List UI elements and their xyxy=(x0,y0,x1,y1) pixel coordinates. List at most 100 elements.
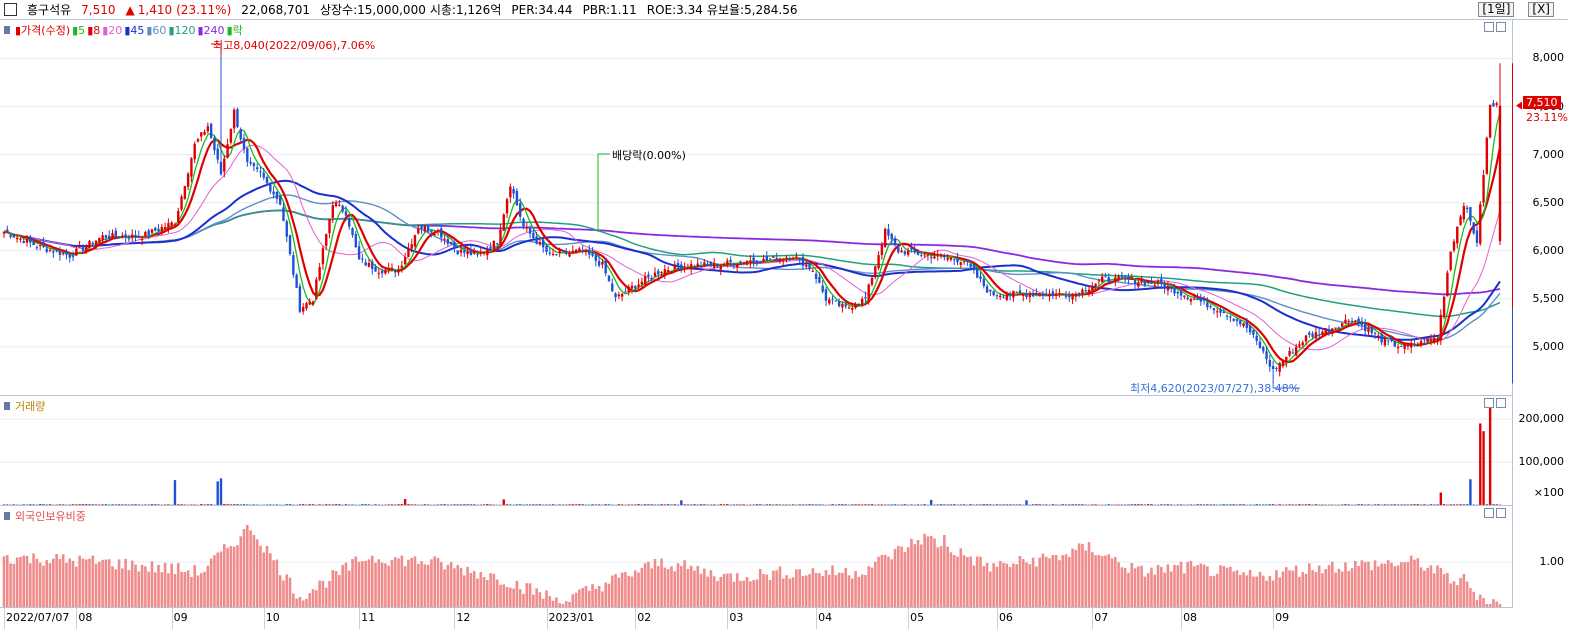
volume-panel-controls xyxy=(1484,398,1506,408)
volume-bar-6 xyxy=(22,504,25,505)
foreign-bar-94 xyxy=(311,589,315,607)
candle-body-197 xyxy=(650,278,653,280)
volume-panel[interactable]: 거래량 xyxy=(0,396,1513,506)
candle-body-329 xyxy=(1084,290,1087,292)
candle-body-426 xyxy=(1403,344,1406,350)
candle-body-407 xyxy=(1340,323,1344,327)
candle-body-444 xyxy=(1462,206,1466,220)
volume-bar-17 xyxy=(58,504,62,505)
candle-body-150 xyxy=(495,243,499,245)
maximize-icon[interactable] xyxy=(1496,22,1506,32)
foreign-bar-218 xyxy=(719,576,723,607)
candle-body-419 xyxy=(1380,334,1383,343)
candle-body-147 xyxy=(486,249,489,256)
volume-bar-223 xyxy=(736,504,739,505)
candle-body-191 xyxy=(630,285,634,289)
foreign-bar-422 xyxy=(1390,562,1393,607)
maximize-icon[interactable] xyxy=(1496,398,1506,408)
foreign-bar-36 xyxy=(121,568,124,607)
volume-bar-22 xyxy=(75,504,78,505)
candle-body-377 xyxy=(1242,323,1245,326)
foreign-bar-150 xyxy=(495,579,499,607)
foreign-bar-426 xyxy=(1403,562,1406,607)
candle-body-63 xyxy=(209,123,213,138)
candle-body-267 xyxy=(880,245,884,256)
x-axis-label-5: 12 xyxy=(456,611,471,624)
volume-bar-345 xyxy=(1137,504,1140,505)
close-button[interactable]: [X] xyxy=(1528,2,1554,17)
stock-name[interactable]: 흥구석유 xyxy=(27,3,72,17)
candle-body-238 xyxy=(785,257,788,259)
candle-body-323 xyxy=(1064,295,1068,297)
candle-body-23 xyxy=(78,246,81,248)
volume-bar-313 xyxy=(1031,504,1035,505)
candle-body-161 xyxy=(532,232,535,239)
foreign-bar-69 xyxy=(229,546,233,607)
volume-bar-368 xyxy=(1212,504,1216,505)
foreign-bar-308 xyxy=(1015,564,1018,607)
volume-bar-123 xyxy=(407,504,410,505)
select-checkbox[interactable] xyxy=(4,3,17,16)
volume-bar-365 xyxy=(1202,504,1206,505)
volume-bar-175 xyxy=(578,504,581,505)
foreign-bar-443 xyxy=(1459,577,1462,607)
volume-bar-449 xyxy=(1479,423,1482,505)
foreign-bar-132 xyxy=(436,557,440,607)
foreign-bar-351 xyxy=(1156,565,1160,607)
foreign-bar-119 xyxy=(393,557,397,607)
x-axis-tick-2 xyxy=(171,608,173,629)
foreign-bar-141 xyxy=(466,566,469,607)
candle-body-131 xyxy=(433,234,436,236)
period-button[interactable]: [1일] xyxy=(1478,2,1515,17)
volume-bar-454 xyxy=(1495,504,1498,505)
maximize-icon[interactable] xyxy=(1496,508,1506,518)
pbr-value: PBR:1.11 xyxy=(582,2,637,17)
volume-bar-28 xyxy=(94,504,98,505)
foreign-holding-panel[interactable]: 외국인보유비중 xyxy=(0,506,1513,608)
foreign-bar-371 xyxy=(1222,566,1226,607)
candle-body-142 xyxy=(469,249,473,256)
price-panel[interactable]: ▮가격(수정) ▮5 ▮8 ▮20 ▮45 ▮60 ▮120 ▮240 ▮락 최고8,040(2… xyxy=(0,20,1513,396)
foreign-bar-156 xyxy=(515,580,519,607)
foreign-bar-214 xyxy=(706,576,709,607)
candle-body-241 xyxy=(795,256,798,258)
foreign-bar-41 xyxy=(137,571,141,607)
minimize-icon[interactable] xyxy=(1484,398,1494,408)
foreign-bar-18 xyxy=(61,554,65,607)
foreign-bar-171 xyxy=(564,601,568,607)
candle-body-386 xyxy=(1271,366,1275,370)
minimize-icon[interactable] xyxy=(1484,508,1494,518)
volume-bar-191 xyxy=(630,504,634,505)
candle-body-215 xyxy=(709,262,713,266)
foreign-bar-102 xyxy=(338,574,341,607)
x-axis-label-8: 03 xyxy=(729,611,744,624)
foreign-bar-48 xyxy=(160,572,164,607)
candle-body-182 xyxy=(601,262,604,265)
candle-body-43 xyxy=(144,232,147,237)
candle-body-71 xyxy=(236,109,239,128)
foreign-bar-49 xyxy=(163,562,167,607)
volume-bar-68 xyxy=(226,504,229,505)
foreign-bar-394 xyxy=(1298,576,1301,607)
candle-body-35 xyxy=(117,236,121,239)
volume-bar-285 xyxy=(939,504,943,505)
candle-body-163 xyxy=(538,242,542,245)
minimize-icon[interactable] xyxy=(1484,22,1494,32)
foreign-bar-112 xyxy=(370,555,374,607)
foreign-bar-317 xyxy=(1044,556,1048,607)
volume-bar-262 xyxy=(864,504,867,505)
volume-bar-202 xyxy=(666,504,670,505)
volume-bar-62 xyxy=(206,504,210,505)
volume-bar-421 xyxy=(1387,504,1390,505)
foreign-bar-418 xyxy=(1377,566,1380,607)
foreign-bar-45 xyxy=(150,561,154,607)
foreign-bar-281 xyxy=(926,536,930,607)
foreign-bar-262 xyxy=(864,575,867,607)
foreign-bar-125 xyxy=(413,556,417,607)
foreign-bar-261 xyxy=(860,574,864,607)
foreign-bar-190 xyxy=(627,575,631,607)
candle-body-228 xyxy=(752,257,755,262)
foreign-bar-271 xyxy=(893,548,897,607)
foreign-bar-191 xyxy=(630,576,634,607)
foreign-bar-131 xyxy=(433,556,437,607)
